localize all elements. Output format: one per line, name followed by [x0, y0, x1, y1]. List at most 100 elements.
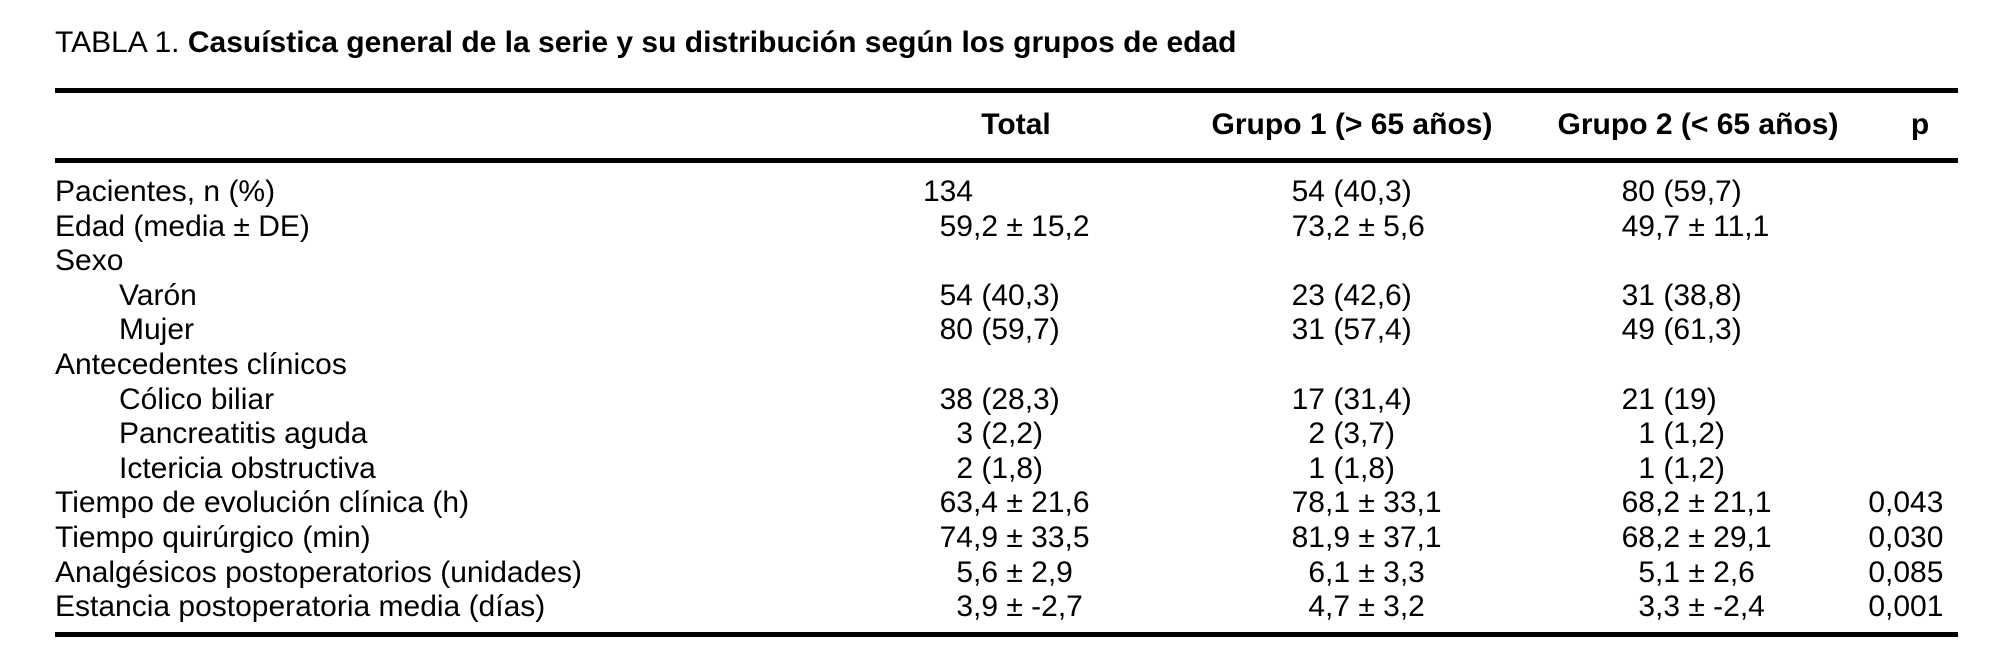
row-label: Pancreatitis aguda [119, 417, 368, 451]
cell-p [1835, 417, 1958, 452]
cell-grupo2: 3,3 ± -2,4 [1605, 590, 1835, 625]
cell-total: 2 (1,8) [923, 452, 1275, 487]
cell-grupo1: 73,2 ± 5,6 [1275, 210, 1605, 245]
table-row: Pancreatitis aguda 3 (2,2) 2 (3,7) 1 (1,… [55, 417, 1958, 452]
table-title: TABLA 1. Casuística general de la serie … [55, 26, 1958, 60]
value-integer-part: 2 [1308, 417, 1325, 451]
cell-total: 134 [923, 175, 1275, 210]
value-integer-part: 54 [939, 278, 973, 312]
value-rest-part: (1,2) [1655, 417, 1726, 451]
value-integer-part: 73 [1291, 209, 1325, 243]
value-rest-part: (28,3) [973, 382, 1060, 416]
table-row: Cólico biliar 38 (28,3) 17 (31,4) 21 (19… [55, 383, 1958, 418]
value-integer-part: 0 [1868, 486, 1885, 520]
cell-total [923, 244, 1275, 279]
cell-p [1835, 175, 1958, 210]
table-body: Pacientes, n (%) 134 54 (40,3) 80 (59,7)… [55, 163, 1958, 632]
cell-p [1835, 313, 1958, 348]
cell-p: 0,030 [1835, 521, 1958, 556]
cell-p: 0,001 [1835, 590, 1958, 625]
value-integer-part: 31 [1621, 278, 1655, 312]
cell-grupo1: 1 (1,8) [1275, 452, 1605, 487]
value-rest-part: (3,7) [1325, 417, 1396, 451]
cell-grupo1 [1275, 244, 1605, 279]
table-row: Varón 54 (40,3) 23 (42,6) 31 (38,8) [55, 279, 1958, 314]
table-row: Pacientes, n (%) 134 54 (40,3) 80 (59,7) [55, 175, 1958, 210]
value-integer-part: 3 [956, 590, 973, 624]
cell-grupo2: 49 (61,3) [1605, 313, 1835, 348]
cell-total: 74,9 ± 33,5 [923, 521, 1275, 556]
value-rest-part: ,2 ± 29,1 [1655, 520, 1772, 554]
value-rest-part: ,9 ± 37,1 [1325, 520, 1442, 554]
row-label: Cólico biliar [119, 382, 275, 416]
cell-grupo1: 2 (3,7) [1275, 417, 1605, 452]
cell-total: 54 (40,3) [923, 279, 1275, 314]
table-row: Estancia postoperatoria media (días) 3,9… [55, 590, 1958, 625]
table-row: Tiempo de evolución clínica (h) 63,4 ± 2… [55, 486, 1958, 521]
table-row: Mujer 80 (59,7) 31 (57,4) 49 (61,3) [55, 313, 1958, 348]
value-integer-part: 1 [1308, 451, 1325, 485]
value-rest-part: (38,8) [1655, 278, 1742, 312]
value-integer-part: 80 [939, 313, 973, 347]
cell-grupo2: 1 (1,2) [1605, 452, 1835, 487]
value-integer-part: 63 [939, 486, 973, 520]
cell-grupo1: 4,7 ± 3,2 [1275, 590, 1605, 625]
value-rest-part: ,030 [1885, 520, 1944, 554]
value-integer-part: 74 [939, 520, 973, 554]
value-integer-part: 1 [1638, 417, 1655, 451]
cell-grupo2: 49,7 ± 11,1 [1605, 210, 1835, 245]
value-rest-part: (40,3) [973, 278, 1060, 312]
value-integer-part: 2 [956, 451, 973, 485]
table-title-text: Casuística general de la serie y su dist… [187, 26, 1237, 59]
table-row: Tiempo quirúrgico (min) 74,9 ± 33,5 81,9… [55, 521, 1958, 556]
row-label: Analgésicos postoperatorios (unidades) [55, 555, 582, 589]
table-header-row: Total Grupo 1 (> 65 años) Grupo 2 (< 65 … [55, 93, 1958, 158]
cell-grupo2: 80 (59,7) [1605, 175, 1835, 210]
value-rest-part: (31,4) [1325, 382, 1412, 416]
cell-p [1835, 279, 1958, 314]
value-rest-part: (1,2) [1655, 451, 1726, 485]
cell-p: 0,043 [1835, 486, 1958, 521]
value-integer-part: 23 [1291, 278, 1325, 312]
value-integer-part: 3 [1638, 590, 1655, 624]
column-header-total: Total [981, 108, 1051, 141]
table-row: Ictericia obstructiva 2 (1,8) 1 (1,8) 1 … [55, 452, 1958, 487]
value-rest-part: ,043 [1885, 486, 1944, 520]
table-1: TABLA 1. Casuística general de la serie … [55, 26, 1958, 637]
column-header-grupo2: Grupo 2 (< 65 años) [1557, 108, 1839, 141]
column-header-p: p [1910, 108, 1930, 141]
cell-grupo2 [1605, 348, 1835, 383]
cell-total: 3 (2,2) [923, 417, 1275, 452]
value-integer-part: 31 [1291, 313, 1325, 347]
table-number-label: TABLA 1. [55, 26, 180, 59]
value-rest-part: ,085 [1885, 555, 1944, 589]
value-integer-part: 81 [1291, 520, 1325, 554]
value-integer-part: 49 [1621, 209, 1655, 243]
value-rest-part: ,9 ± -2,7 [973, 590, 1083, 624]
value-integer-part: 0 [1868, 590, 1885, 624]
cell-grupo1: 78,1 ± 33,1 [1275, 486, 1605, 521]
value-rest-part: (59,7) [973, 313, 1060, 347]
value-rest-part: ,1 ± 2,6 [1655, 555, 1755, 589]
value-integer-part: 49 [1621, 313, 1655, 347]
row-label: Estancia postoperatoria media (días) [55, 590, 546, 624]
cell-grupo2: 1 (1,2) [1605, 417, 1835, 452]
value-integer-part: 68 [1621, 520, 1655, 554]
cell-grupo1: 54 (40,3) [1275, 175, 1605, 210]
value-rest-part: ,001 [1885, 590, 1944, 624]
value-rest-part: (19) [1655, 382, 1717, 416]
cell-grupo2 [1605, 244, 1835, 279]
value-integer-part: 0 [1868, 520, 1885, 554]
value-integer-part: 3 [956, 417, 973, 451]
value-integer-part: 6 [1308, 555, 1325, 589]
cell-grupo2: 68,2 ± 21,1 [1605, 486, 1835, 521]
row-label: Ictericia obstructiva [119, 451, 376, 485]
value-rest-part: ,2 ± 21,1 [1655, 486, 1772, 520]
row-label: Pacientes, n (%) [55, 175, 276, 208]
cell-total: 5,6 ± 2,9 [923, 556, 1275, 591]
cell-p [1835, 452, 1958, 487]
value-integer-part: 68 [1621, 486, 1655, 520]
column-header-grupo1: Grupo 1 (> 65 años) [1211, 108, 1493, 141]
value-rest-part: ,1 ± 3,3 [1325, 555, 1425, 589]
value-integer-part: 5 [956, 555, 973, 589]
